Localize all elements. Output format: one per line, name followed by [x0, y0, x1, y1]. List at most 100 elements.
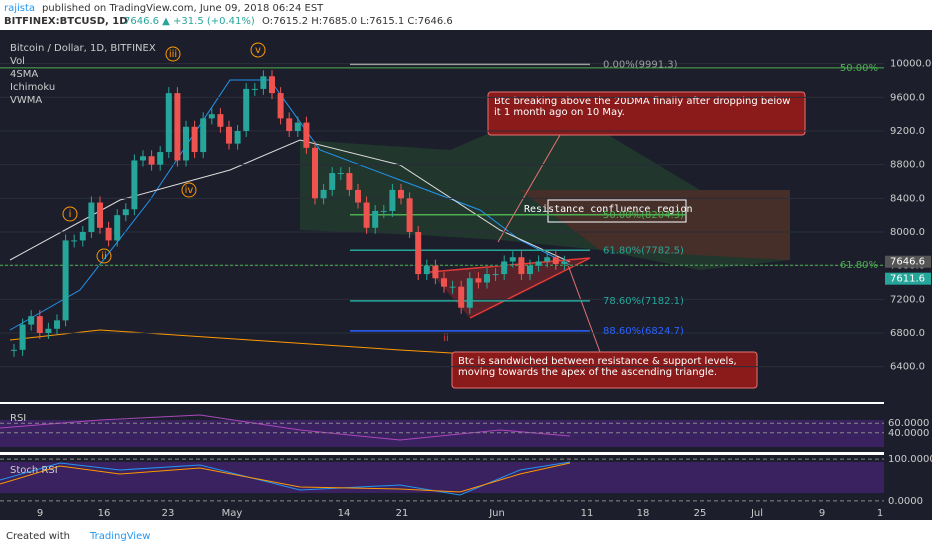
- candle: [294, 122, 301, 131]
- y-tick-label: 9600.0: [890, 92, 925, 103]
- candle: [234, 130, 241, 144]
- candle: [131, 160, 138, 210]
- wave-circle: [165, 46, 181, 62]
- x-tick-label: 21: [396, 508, 409, 519]
- candle: [19, 324, 26, 350]
- fib-label: 78.60%(7182.1): [603, 296, 684, 307]
- wave-label: ii: [443, 333, 449, 344]
- candle: [269, 76, 275, 94]
- candle: [432, 265, 439, 279]
- y-tick-label: 6800.0: [890, 328, 925, 339]
- legend-item: Bitcoin / Dollar, 1D, BITFINEX: [10, 43, 156, 54]
- footer-created: Created with: [6, 531, 70, 542]
- wave-label: iv: [185, 185, 194, 196]
- ichimoku-cloud: [300, 120, 790, 270]
- stoch-k: [0, 461, 571, 496]
- wave-circle: [250, 42, 266, 58]
- symbol: BITFINEX:BTCUSD, 1D: [4, 16, 128, 27]
- candle: [303, 122, 310, 148]
- candle: [337, 173, 344, 175]
- candle: [509, 257, 516, 262]
- callout-top-pointer: [497, 134, 561, 243]
- candle: [535, 261, 542, 266]
- candle: [226, 126, 232, 144]
- x-tick-label: 14: [338, 508, 351, 519]
- candle: [45, 328, 52, 333]
- candle: [312, 147, 318, 199]
- rsi-band: [0, 420, 884, 447]
- candle: [475, 278, 482, 283]
- candle: [466, 278, 473, 308]
- candle: [97, 202, 103, 228]
- price-tag: [885, 272, 931, 285]
- wave-label: ii: [101, 251, 107, 262]
- legend-item: Vol: [10, 56, 25, 67]
- candle: [105, 227, 112, 241]
- date-axis: [0, 505, 932, 520]
- wave-circle: [62, 206, 78, 222]
- stoch-d: [0, 462, 571, 493]
- candle: [36, 316, 43, 333]
- candle: [79, 231, 86, 241]
- sma: [9, 79, 571, 331]
- candle: [458, 286, 465, 308]
- y-tick-label: 8400.0: [890, 193, 925, 204]
- header-bg: [0, 0, 932, 30]
- candle: [114, 215, 121, 241]
- long-fib-label: 50.00%: [840, 63, 878, 74]
- candle: [28, 316, 35, 325]
- candle: [423, 265, 430, 275]
- fib-label: 50.00%(8204.3): [603, 210, 684, 221]
- candle: [165, 93, 172, 153]
- x-tick-label: 16: [98, 508, 111, 519]
- candle: [183, 126, 189, 161]
- x-tick-label: 1: [877, 508, 883, 519]
- legend-item: VWMA: [10, 95, 42, 106]
- candle: [191, 126, 198, 153]
- candle: [200, 118, 207, 153]
- x-tick-label: Jul: [750, 508, 763, 519]
- panel-tick-label: 40.0000: [888, 428, 929, 439]
- y-tick-label: 7200.0: [890, 294, 925, 305]
- candle: [372, 210, 379, 228]
- wave-label: i: [69, 209, 72, 220]
- candle: [492, 274, 499, 276]
- candle: [398, 189, 404, 199]
- candle: [62, 240, 69, 321]
- candle: [501, 261, 508, 275]
- callout-top: [487, 91, 806, 136]
- candle: [122, 209, 129, 216]
- stoch-band: [0, 462, 884, 493]
- candle: [320, 189, 327, 199]
- stoch-title: Stoch RSI: [10, 465, 58, 476]
- wave-label: iii: [169, 49, 177, 60]
- ohlc: O:7615.2 H:7685.0 L:7615.1 C:7646.6: [262, 16, 453, 27]
- legend-item: 4SMA: [10, 69, 38, 80]
- candle: [415, 231, 422, 275]
- rsi-title: RSI: [10, 413, 26, 424]
- ichimoku-cloud-red: [520, 190, 790, 260]
- candle: [406, 198, 413, 232]
- callout-top-text: Btc breaking above the 20DMA finally aft…: [494, 96, 791, 118]
- candle: [148, 156, 155, 165]
- candle: [449, 286, 456, 288]
- candle: [544, 257, 551, 262]
- wave-label: v: [255, 45, 261, 56]
- fib-label: 61.80%(7782.5): [603, 245, 684, 256]
- footer-brand: TradingView: [89, 531, 150, 542]
- candle: [243, 88, 250, 131]
- rsi-line: [0, 414, 571, 441]
- candle: [380, 210, 387, 212]
- long-fib-label: 61.80%: [840, 260, 878, 271]
- wave-circle: [181, 182, 197, 198]
- candle: [54, 320, 60, 329]
- candle: [286, 118, 293, 131]
- candle: [552, 257, 559, 264]
- candle: [208, 114, 215, 119]
- candle: [389, 189, 396, 211]
- candle: [71, 240, 78, 242]
- callout-bottom-pointer: [567, 264, 601, 353]
- x-tick-label: May: [222, 508, 243, 519]
- ma-white: [9, 139, 571, 263]
